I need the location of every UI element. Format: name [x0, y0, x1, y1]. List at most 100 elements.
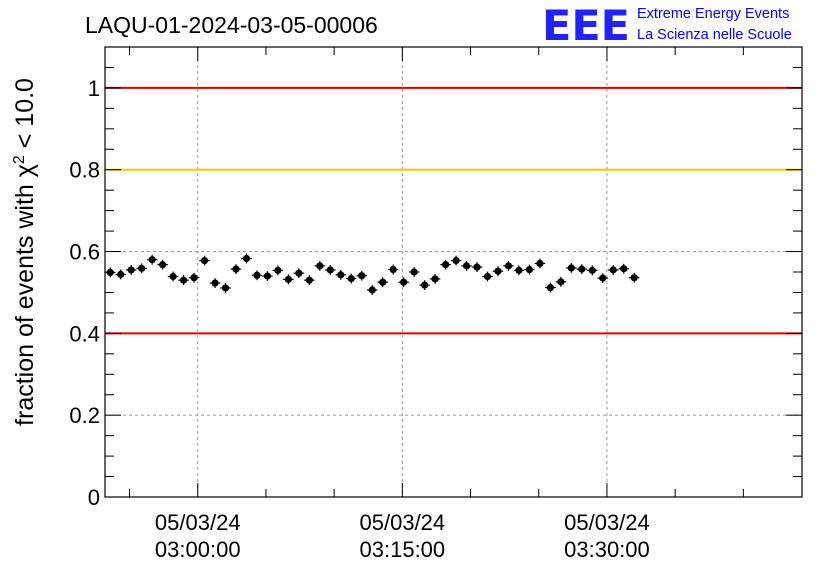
data-marker [557, 278, 565, 286]
y-axis-label-superscript: 2 [11, 155, 28, 164]
data-marker [106, 268, 114, 277]
y-tick-label: 0.4 [69, 321, 100, 346]
data-marker [200, 256, 209, 265]
data-marker [504, 262, 513, 270]
data-point [566, 263, 577, 273]
data-point [230, 264, 242, 275]
data-marker [431, 275, 439, 283]
data-point [283, 274, 294, 285]
data-marker [620, 265, 628, 273]
data-point [576, 264, 588, 275]
data-marker [221, 284, 230, 292]
y-tick-label: 0 [88, 485, 100, 510]
chart-title: LAQU-01-2024-03-05-00006 [85, 12, 378, 38]
data-point [608, 265, 619, 275]
data-point [450, 255, 462, 266]
x-tick-label-date: 05/03/24 [564, 510, 650, 535]
data-marker [127, 266, 135, 274]
data-point [146, 254, 158, 265]
data-point [440, 259, 451, 270]
data-point [335, 269, 347, 280]
data-point [534, 258, 546, 269]
data-marker [148, 256, 156, 264]
data-marker [400, 278, 408, 286]
data-marker [515, 266, 523, 274]
data-marker [179, 276, 188, 284]
data-marker [588, 266, 596, 274]
data-marker [305, 276, 313, 284]
data-point [366, 285, 378, 295]
data-point [136, 263, 147, 274]
data-marker [138, 264, 146, 272]
data-marker [483, 272, 492, 281]
data-point [398, 277, 409, 288]
data-point [209, 278, 221, 288]
data-point [555, 276, 567, 287]
y-axis-label-suffix: < 10.0 [11, 78, 39, 155]
data-point [513, 265, 525, 276]
data-marker [169, 272, 177, 281]
y-tick-label: 0.8 [69, 158, 100, 183]
data-marker [316, 262, 324, 270]
data-point [628, 272, 640, 283]
data-marker [410, 268, 418, 276]
data-point [178, 275, 189, 286]
data-marker [389, 265, 397, 274]
data-marker [546, 283, 554, 292]
data-marker [159, 261, 167, 269]
data-point [241, 253, 252, 264]
data-point [524, 264, 535, 275]
data-marker [452, 256, 460, 265]
data-marker [253, 271, 261, 279]
data-point [125, 265, 137, 275]
x-tick-label-time: 03:30:00 [564, 537, 650, 562]
data-point [188, 272, 200, 283]
x-tick-label-time: 03:15:00 [360, 537, 446, 562]
plot-frame [104, 46, 803, 498]
data-point [199, 255, 210, 266]
data-point [461, 260, 472, 271]
data-marker [347, 274, 355, 283]
y-tick-label: 1 [88, 76, 100, 101]
data-marker [295, 269, 303, 277]
data-point [387, 264, 399, 275]
data-point [272, 265, 284, 276]
data-point [115, 269, 126, 280]
data-point [105, 267, 116, 278]
data-point [157, 259, 168, 270]
data-point [503, 260, 514, 271]
data-point [587, 265, 598, 276]
data-marker [599, 274, 607, 282]
data-marker [421, 281, 429, 289]
data-marker [441, 261, 450, 269]
data-marker [263, 272, 272, 280]
eee-logo: EEE Extreme Energy Events La Scienza nel… [542, 1, 792, 50]
data-point [293, 268, 305, 279]
data-point [597, 273, 609, 284]
data-point [167, 271, 179, 282]
logo-line-2: La Scienza nelle Scuole [637, 27, 792, 43]
y-tick-label: 0.2 [69, 403, 100, 428]
data-point [304, 275, 315, 286]
data-marker [232, 265, 240, 273]
data-point [262, 271, 273, 281]
data-point [356, 270, 367, 281]
data-point [429, 274, 441, 284]
data-point [251, 270, 263, 281]
logo-mark: EEE [542, 1, 630, 50]
data-marker [190, 274, 198, 282]
data-marker [536, 259, 544, 268]
data-marker [326, 266, 334, 274]
data-marker [473, 263, 481, 271]
data-point [482, 271, 493, 282]
data-marker [494, 267, 502, 275]
y-axis-label: fraction of events with χ2 < 10.0 [11, 78, 39, 426]
data-marker [379, 278, 387, 286]
data-marker [525, 265, 534, 274]
data-marker [609, 266, 617, 274]
logo-line-1: Extreme Energy Events [637, 6, 789, 22]
data-point [377, 277, 388, 288]
data-marker [117, 270, 125, 279]
